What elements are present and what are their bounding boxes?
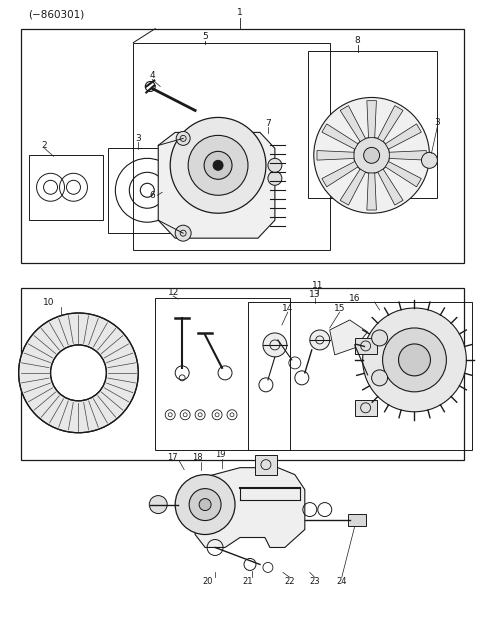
Text: 2: 2 (42, 141, 48, 150)
Text: 13: 13 (309, 289, 321, 299)
Polygon shape (322, 161, 358, 187)
Text: 16: 16 (349, 294, 360, 302)
Polygon shape (340, 106, 365, 142)
Bar (29, 156, 103, 220)
Circle shape (372, 370, 387, 386)
Polygon shape (330, 320, 368, 355)
Text: 15: 15 (334, 304, 346, 312)
Circle shape (149, 496, 167, 514)
Text: 20: 20 (203, 577, 213, 586)
Polygon shape (158, 132, 275, 238)
Circle shape (188, 136, 248, 195)
Circle shape (189, 489, 221, 521)
Text: 23: 23 (310, 577, 320, 586)
Text: (−860301): (−860301) (29, 9, 85, 19)
Polygon shape (367, 173, 376, 210)
Circle shape (19, 313, 138, 432)
Circle shape (310, 330, 330, 350)
Polygon shape (340, 169, 365, 205)
Text: 17: 17 (167, 453, 178, 462)
Text: 5: 5 (202, 32, 208, 41)
Text: 12: 12 (168, 288, 179, 296)
Text: 3: 3 (434, 118, 440, 127)
Text: 7: 7 (265, 119, 271, 128)
Polygon shape (195, 468, 305, 548)
Circle shape (204, 151, 232, 179)
Bar (248, 302, 472, 450)
Polygon shape (322, 124, 358, 149)
Text: 19: 19 (215, 450, 225, 459)
Text: 8: 8 (355, 36, 360, 45)
Polygon shape (378, 106, 403, 142)
Circle shape (364, 148, 380, 163)
Bar (308, 51, 437, 198)
Circle shape (398, 344, 431, 376)
Bar (355, 400, 377, 416)
Circle shape (175, 225, 191, 241)
Polygon shape (389, 151, 426, 160)
Circle shape (314, 98, 430, 213)
Text: 18: 18 (192, 453, 203, 462)
Polygon shape (367, 101, 376, 138)
Circle shape (372, 330, 387, 346)
Circle shape (199, 499, 211, 511)
Text: 1: 1 (237, 8, 243, 17)
Text: 24: 24 (336, 577, 347, 586)
Text: 6: 6 (149, 191, 155, 200)
Circle shape (383, 328, 446, 392)
Bar (21, 288, 464, 459)
Text: 21: 21 (243, 577, 253, 586)
Polygon shape (378, 169, 403, 205)
Circle shape (263, 333, 287, 357)
Text: 22: 22 (285, 577, 295, 586)
Circle shape (268, 158, 282, 172)
Circle shape (213, 161, 223, 171)
Polygon shape (317, 151, 354, 160)
Bar (108, 148, 186, 233)
Polygon shape (385, 161, 421, 187)
Text: 3: 3 (135, 134, 141, 143)
Circle shape (421, 152, 437, 168)
Circle shape (363, 308, 467, 412)
Text: 10: 10 (43, 298, 54, 306)
Circle shape (50, 345, 107, 401)
Text: 14: 14 (282, 304, 294, 312)
Circle shape (176, 131, 190, 146)
Text: 4: 4 (149, 71, 155, 80)
Bar (255, 454, 277, 474)
Circle shape (354, 138, 390, 173)
Text: 11: 11 (312, 281, 324, 289)
Polygon shape (385, 124, 421, 149)
Bar (348, 514, 366, 526)
Circle shape (268, 171, 282, 185)
Circle shape (170, 118, 266, 213)
Bar (155, 298, 290, 450)
Bar (21, 29, 464, 263)
Circle shape (175, 474, 235, 534)
Bar (355, 338, 377, 354)
